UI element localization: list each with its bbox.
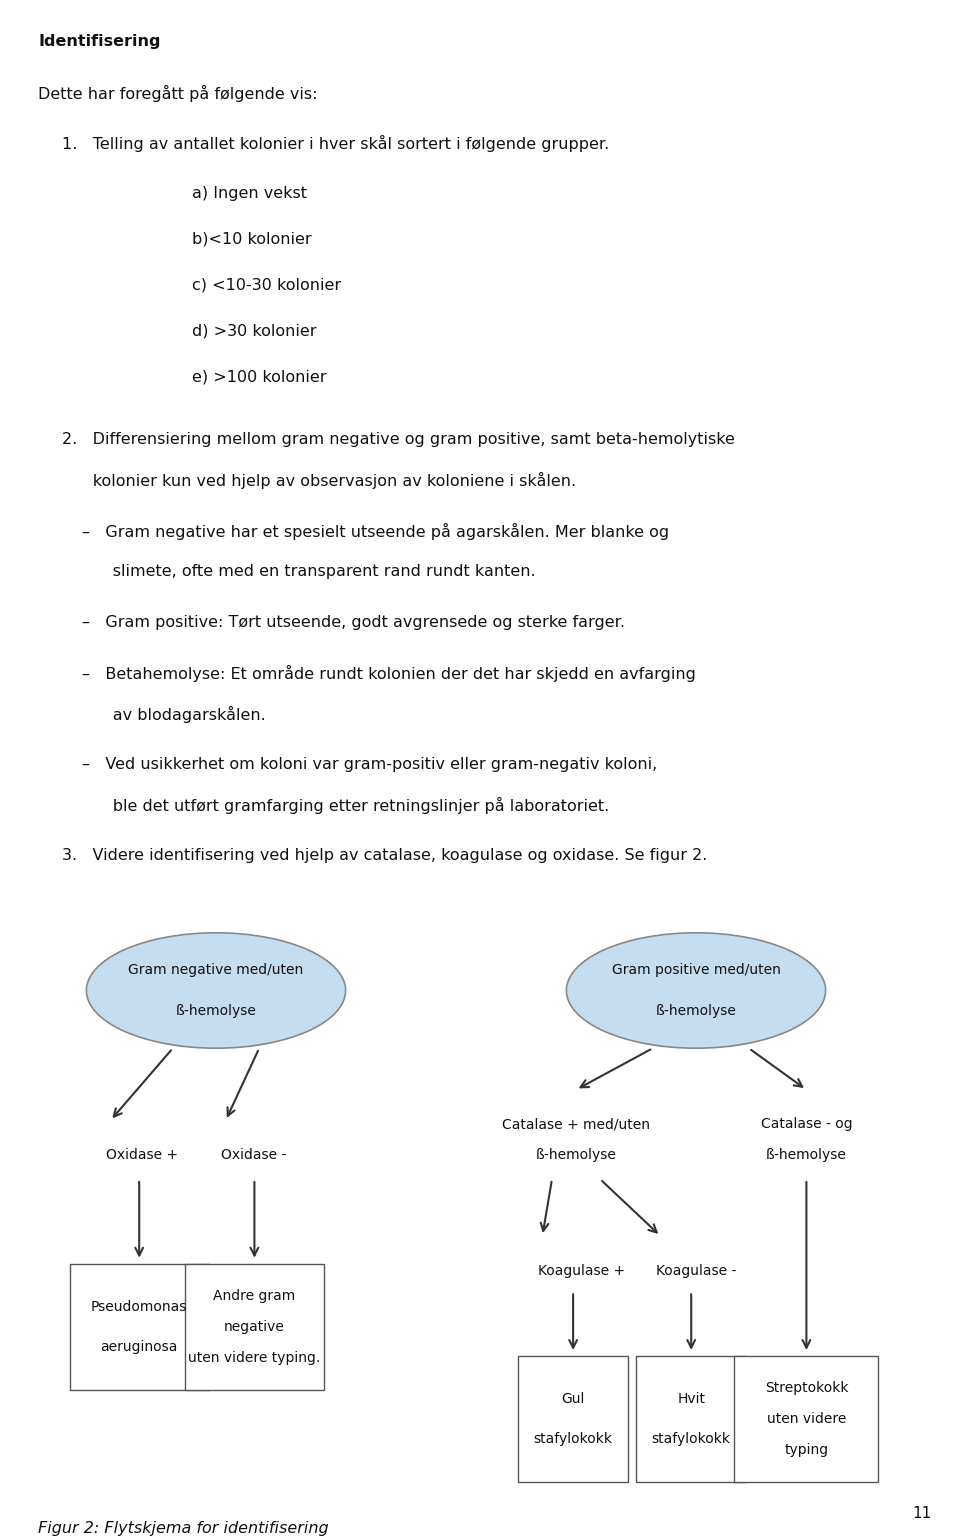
Text: b)<10 kolonier: b)<10 kolonier — [192, 232, 312, 246]
Text: ble det utført gramfarging etter retningslinjer på laboratoriet.: ble det utført gramfarging etter retning… — [82, 797, 609, 814]
Text: 2.   Differensiering mellom gram negative og gram positive, samt beta-hemolytisk: 2. Differensiering mellom gram negative … — [62, 431, 735, 446]
Text: Streptokokk: Streptokokk — [765, 1382, 848, 1396]
Text: Oxidase +: Oxidase + — [106, 1148, 178, 1162]
Text: slimete, ofte med en transparent rand rundt kanten.: slimete, ofte med en transparent rand ru… — [82, 563, 536, 579]
FancyBboxPatch shape — [734, 1356, 878, 1482]
Text: av blodagarskålen.: av blodagarskålen. — [82, 706, 265, 723]
Text: 3.   Videre identifisering ved hjelp av catalase, koagulase og oxidase. Se figur: 3. Videre identifisering ved hjelp av ca… — [62, 848, 708, 863]
Text: uten videre: uten videre — [767, 1413, 846, 1427]
Text: a) Ingen vekst: a) Ingen vekst — [192, 186, 307, 202]
Text: Koagulase -: Koagulase - — [656, 1264, 736, 1277]
Text: c) <10-30 kolonier: c) <10-30 kolonier — [192, 277, 341, 292]
Text: negative: negative — [224, 1320, 285, 1334]
Text: ß-hemolyse: ß-hemolyse — [536, 1148, 616, 1162]
Text: ß-hemolyse: ß-hemolyse — [656, 1003, 736, 1017]
Text: Andre gram: Andre gram — [213, 1290, 296, 1304]
Text: d) >30 kolonier: d) >30 kolonier — [192, 323, 317, 339]
Text: stafylokokk: stafylokokk — [534, 1433, 612, 1447]
Ellipse shape — [566, 933, 826, 1048]
Text: stafylokokk: stafylokokk — [652, 1433, 731, 1447]
Text: Oxidase -: Oxidase - — [221, 1148, 286, 1162]
Ellipse shape — [86, 933, 346, 1048]
Text: –   Ved usikkerhet om koloni var gram-positiv eller gram-negativ koloni,: – Ved usikkerhet om koloni var gram-posi… — [82, 757, 657, 771]
Text: uten videre typing.: uten videre typing. — [188, 1351, 321, 1365]
FancyBboxPatch shape — [70, 1264, 209, 1390]
Text: Hvit: Hvit — [677, 1393, 706, 1407]
Text: Gul: Gul — [562, 1393, 585, 1407]
Text: 11: 11 — [912, 1505, 931, 1521]
Text: 1.   Telling av antallet kolonier i hver skål sortert i følgende grupper.: 1. Telling av antallet kolonier i hver s… — [62, 135, 610, 152]
FancyBboxPatch shape — [184, 1264, 324, 1390]
Text: ß-hemolyse: ß-hemolyse — [176, 1003, 256, 1017]
FancyBboxPatch shape — [518, 1356, 628, 1482]
Text: kolonier kun ved hjelp av observasjon av koloniene i skålen.: kolonier kun ved hjelp av observasjon av… — [62, 472, 577, 489]
Text: Dette har foregått på følgende vis:: Dette har foregått på følgende vis: — [38, 85, 318, 102]
Text: ß-hemolyse: ß-hemolyse — [766, 1148, 847, 1162]
Text: –   Gram positive: Tørt utseende, godt avgrensede og sterke farger.: – Gram positive: Tørt utseende, godt avg… — [82, 614, 625, 629]
Text: Identifisering: Identifisering — [38, 34, 161, 49]
FancyBboxPatch shape — [636, 1356, 747, 1482]
Text: –   Betahemolyse: Et område rundt kolonien der det har skjedd en avfarging: – Betahemolyse: Et område rundt kolonien… — [82, 665, 695, 682]
Text: –   Gram negative har et spesielt utseende på agarskålen. Mer blanke og: – Gram negative har et spesielt utseende… — [82, 523, 669, 540]
Text: Figur 2: Flytskjema for identifisering: Figur 2: Flytskjema for identifisering — [38, 1521, 329, 1536]
Text: Pseudomonas: Pseudomonas — [91, 1300, 187, 1314]
Text: e) >100 kolonier: e) >100 kolonier — [192, 369, 326, 385]
Text: Gram positive med/uten: Gram positive med/uten — [612, 963, 780, 977]
Text: Gram negative med/uten: Gram negative med/uten — [129, 963, 303, 977]
Text: aeruginosa: aeruginosa — [101, 1340, 178, 1354]
Text: Catalase + med/uten: Catalase + med/uten — [502, 1117, 650, 1131]
Text: Catalase - og: Catalase - og — [760, 1117, 852, 1131]
Text: typing: typing — [784, 1444, 828, 1457]
Text: Koagulase +: Koagulase + — [538, 1264, 625, 1277]
